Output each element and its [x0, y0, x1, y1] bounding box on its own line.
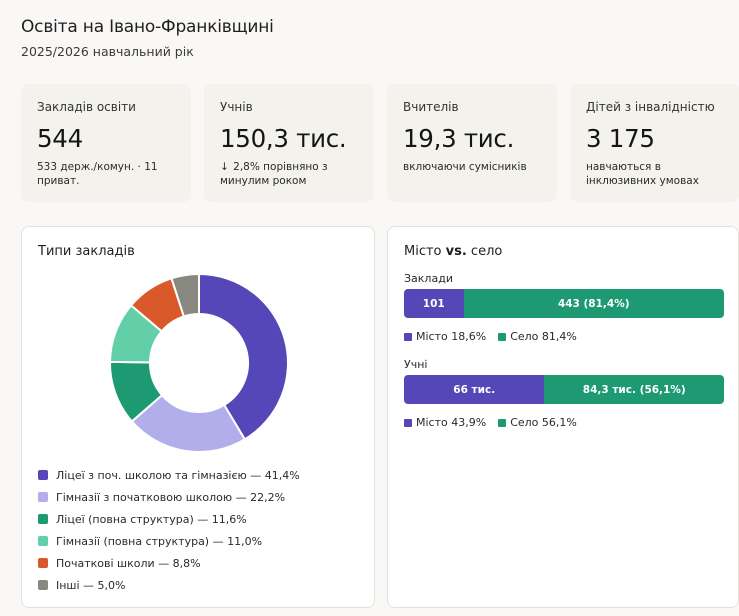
legend-item: Гімназії (повна структура) — 11,0%	[38, 530, 300, 552]
legend-label: Початкові школи — 8,8%	[56, 556, 201, 570]
institution-types-card: Типи закладів Ліцеї з поч. школою та гім…	[21, 226, 375, 608]
students-section-label: Учні	[404, 358, 428, 371]
village-swatch	[498, 332, 507, 341]
kpi-value: 19,3 тис.	[403, 124, 515, 153]
kpi-label: Закладів освіти	[37, 100, 136, 114]
kpi-label: Дітей з інвалідністю	[586, 100, 715, 114]
legend-swatch	[38, 558, 48, 568]
kpi-note-text: 2,8% порівняно з минулим роком	[220, 161, 328, 187]
city-legend-label: Місто 18,6%	[416, 330, 487, 343]
village-swatch	[498, 418, 507, 427]
city-swatch	[404, 418, 412, 427]
city-vs-village-card: Місто vs. село Заклади 101 443 (81,4%) М…	[387, 226, 739, 608]
students-village-segment: 84,3 тис. (56,1%)	[544, 375, 724, 404]
schools-bar-legend: Місто 18,6% Село 81,4%	[404, 330, 577, 343]
legend-item: Інші — 5,0%	[38, 574, 300, 596]
kpi-value: 544	[37, 124, 83, 153]
institution-types-donut-chart	[109, 273, 289, 453]
legend-label: Ліцеї з поч. школою та гімназією — 41,4%	[56, 468, 300, 482]
kpi-note: 533 держ./комун. · 11 приват.	[37, 161, 158, 187]
village-legend-label: Село 56,1%	[510, 416, 577, 429]
donut-slice-6	[170, 273, 200, 318]
legend-item: Ліцеї з поч. школою та гімназією — 41,4%	[38, 464, 300, 486]
kpi-label: Вчителів	[403, 100, 459, 114]
kpi-card-disabled-children: Дітей з інвалідністю 3 175 навчаються в …	[570, 84, 739, 202]
page-subtitle: 2025/2026 навчальний рік	[21, 44, 194, 59]
kpi-note: включаючи сумісників	[403, 161, 527, 173]
arrow-down-icon: ↓	[220, 161, 229, 173]
legend-item: Початкові школи — 8,8%	[38, 552, 300, 574]
legend-item: Гімназії з початковою школою — 22,2%	[38, 486, 300, 508]
legend-swatch	[38, 470, 48, 480]
donut-slice-1	[198, 273, 289, 441]
kpi-card-students: Учнів 150,3 тис. ↓ 2,8% порівняно з мину…	[204, 84, 374, 202]
legend-label: Гімназії (повна структура) — 11,0%	[56, 534, 263, 548]
village-legend-label: Село 81,4%	[510, 330, 577, 343]
legend-item: Ліцеї (повна структура) — 11,6%	[38, 508, 300, 530]
legend-label: Інші — 5,0%	[56, 578, 126, 592]
schools-city-segment: 101	[404, 289, 464, 318]
legend-swatch	[38, 514, 48, 524]
legend-swatch	[38, 580, 48, 590]
page-title: Освіта на Івано-Франківщині	[21, 17, 274, 37]
card-title: Типи закладів	[38, 244, 135, 259]
kpi-note: навчаються в інклюзивних умовах	[586, 161, 699, 187]
kpi-note: ↓ 2,8% порівняно з минулим роком	[220, 160, 360, 188]
kpi-label: Учнів	[220, 100, 253, 114]
schools-bar: 101 443 (81,4%)	[404, 289, 724, 318]
chart-legend: Ліцеї з поч. школою та гімназією — 41,4%…	[38, 464, 300, 596]
legend-label: Ліцеї (повна структура) — 11,6%	[56, 512, 247, 526]
card-title: Місто vs. село	[404, 244, 503, 259]
legend-label: Гімназії з початковою школою — 22,2%	[56, 490, 286, 504]
kpi-value: 150,3 тис.	[220, 124, 347, 153]
city-swatch	[404, 332, 412, 341]
students-bar: 66 тис. 84,3 тис. (56,1%)	[404, 375, 724, 404]
students-city-segment: 66 тис.	[404, 375, 545, 404]
legend-swatch	[38, 492, 48, 502]
schools-village-segment: 443 (81,4%)	[463, 289, 724, 318]
kpi-card-institutions: Закладів освіти 544 533 держ./комун. · 1…	[21, 84, 191, 202]
legend-swatch	[38, 536, 48, 546]
students-bar-legend: Місто 43,9% Село 56,1%	[404, 416, 577, 429]
kpi-value: 3 175	[586, 124, 655, 153]
schools-section-label: Заклади	[404, 272, 453, 285]
city-legend-label: Місто 43,9%	[416, 416, 487, 429]
kpi-card-teachers: Вчителів 19,3 тис. включаючи сумісників	[387, 84, 557, 202]
